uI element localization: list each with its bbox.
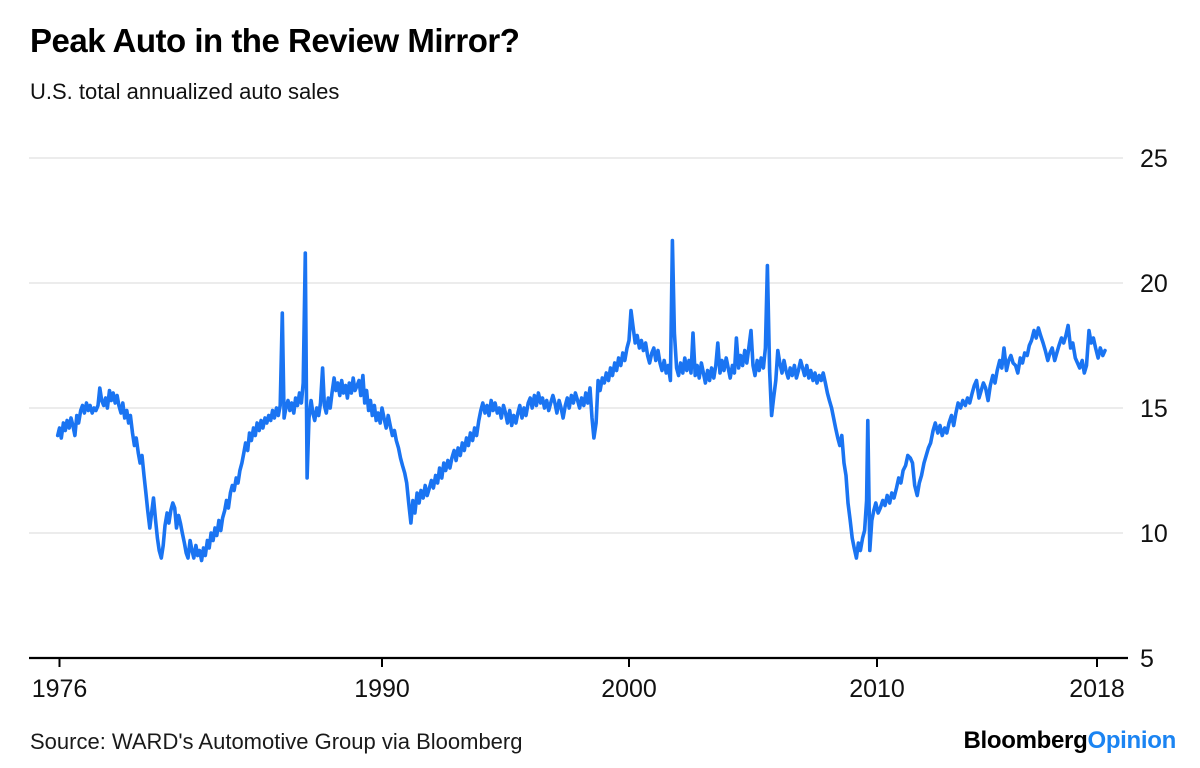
brand-opinion-text: Opinion bbox=[1087, 727, 1176, 754]
x-axis-tick-label: 1976 bbox=[32, 675, 88, 703]
x-axis-tick-label: 2018 bbox=[1069, 675, 1125, 703]
y-axis-tick-label: 10 bbox=[1140, 520, 1168, 548]
chart-title: Peak Auto in the Review Mirror? bbox=[30, 22, 520, 59]
x-axis-tick-label: 2000 bbox=[601, 675, 657, 703]
source-attribution: Source: WARD's Automotive Group via Bloo… bbox=[30, 729, 523, 754]
y-axis-tick-label: 15 bbox=[1140, 395, 1168, 423]
x-axis-tick-label: 2010 bbox=[849, 675, 905, 703]
sales-line-series bbox=[55, 238, 1107, 563]
brand-bloomberg-text: Bloomberg bbox=[963, 727, 1088, 754]
y-axis-tick-label: 5 bbox=[1140, 645, 1154, 673]
chart-subtitle: U.S. total annualized auto sales bbox=[30, 79, 340, 104]
bloomberg-opinion-logo: BloombergOpinion bbox=[963, 727, 1176, 755]
y-axis-tick-label: 25 bbox=[1140, 145, 1168, 173]
y-axis-tick-label: 20 bbox=[1140, 270, 1168, 298]
x-axis-tick-label: 1990 bbox=[354, 675, 410, 703]
